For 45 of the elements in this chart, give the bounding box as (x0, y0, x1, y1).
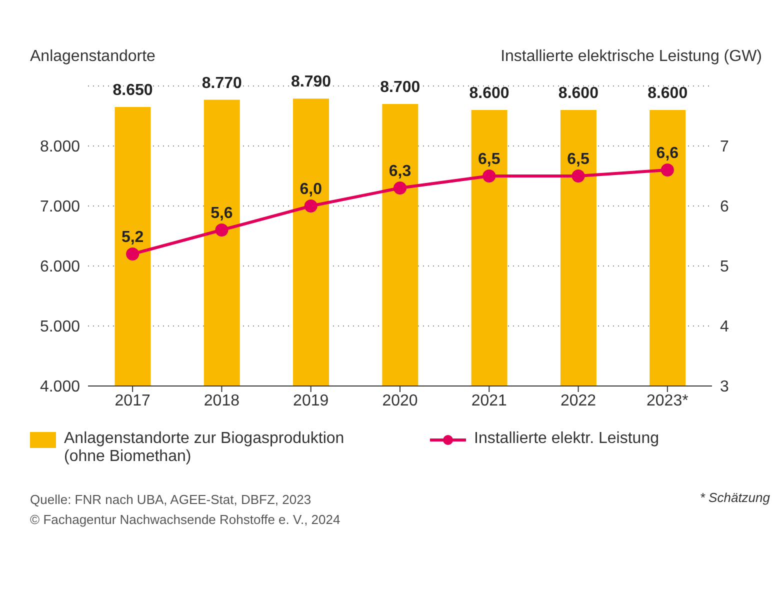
source-note: Quelle: FNR nach UBA, AGEE-Stat, DBFZ, 2023 (30, 492, 312, 507)
point (394, 182, 406, 194)
data-label: 8.650 (112, 82, 153, 99)
data-label: 8.600 (469, 85, 510, 102)
data-label: 6,5 (567, 151, 590, 168)
text: * Schätzung (700, 490, 770, 505)
point (482, 170, 496, 182)
x-tick-label: 2022 (560, 392, 596, 410)
y-tick-label: 4.000 (40, 378, 80, 396)
x-tick-label: 2021 (471, 392, 508, 410)
point (304, 200, 318, 212)
x-tick-label: 2023* (646, 392, 688, 410)
x-tick-label: 2019 (293, 392, 329, 410)
x-tick-label: 2020 (382, 392, 418, 410)
x-tick-label: 2017 (114, 392, 150, 410)
data-label: 5,6 (210, 205, 233, 222)
point (215, 224, 228, 236)
data-label: 8.770 (202, 74, 242, 92)
point (126, 248, 140, 260)
y-tick-label: 5.000 (40, 318, 80, 336)
y2-tick-label: 7 (720, 138, 729, 156)
data-label: 8.700 (380, 79, 420, 96)
y2-tick-label: 5 (720, 258, 729, 276)
y2-axis-title: Installierte elektrische Leistung (GW) (500, 48, 762, 66)
y-axis-title: Anlagenstandorte (30, 48, 156, 66)
y2-tick-label: 4 (720, 318, 729, 336)
y-tick-label: 6.000 (40, 258, 80, 276)
legend-label: Installierte elektr. Leistung (474, 430, 659, 448)
data-label: 8.790 (291, 74, 332, 91)
legend-label: Anlagenstandorte zur Biogasproduktion (ohne Biomethan) (64, 430, 346, 466)
data-label: 8.600 (648, 85, 688, 102)
point (572, 170, 585, 182)
data-label: 6,3 (388, 163, 412, 180)
x-tick-label: 2018 (204, 392, 240, 410)
data-label: 6,6 (656, 145, 679, 162)
point (660, 164, 674, 176)
text: © Fachagentur Nachwachsende Rohstoffe e. V., 2024 (30, 511, 342, 529)
y2-tick-label: 3 (720, 378, 729, 396)
data-label: 6,0 (300, 181, 322, 198)
data-label: 8.600 (558, 85, 599, 102)
data-label: 5,2 (121, 229, 144, 246)
data-label: 6,5 (478, 151, 500, 168)
y-tick-label: 8.000 (40, 138, 80, 156)
y-tick-label: 7.000 (40, 198, 80, 216)
y2-tick-label: 6 (720, 198, 729, 216)
